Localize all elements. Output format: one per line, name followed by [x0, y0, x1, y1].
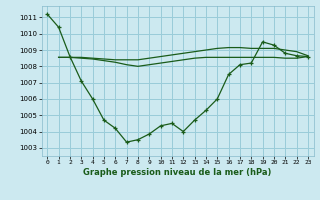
- X-axis label: Graphe pression niveau de la mer (hPa): Graphe pression niveau de la mer (hPa): [84, 168, 272, 177]
